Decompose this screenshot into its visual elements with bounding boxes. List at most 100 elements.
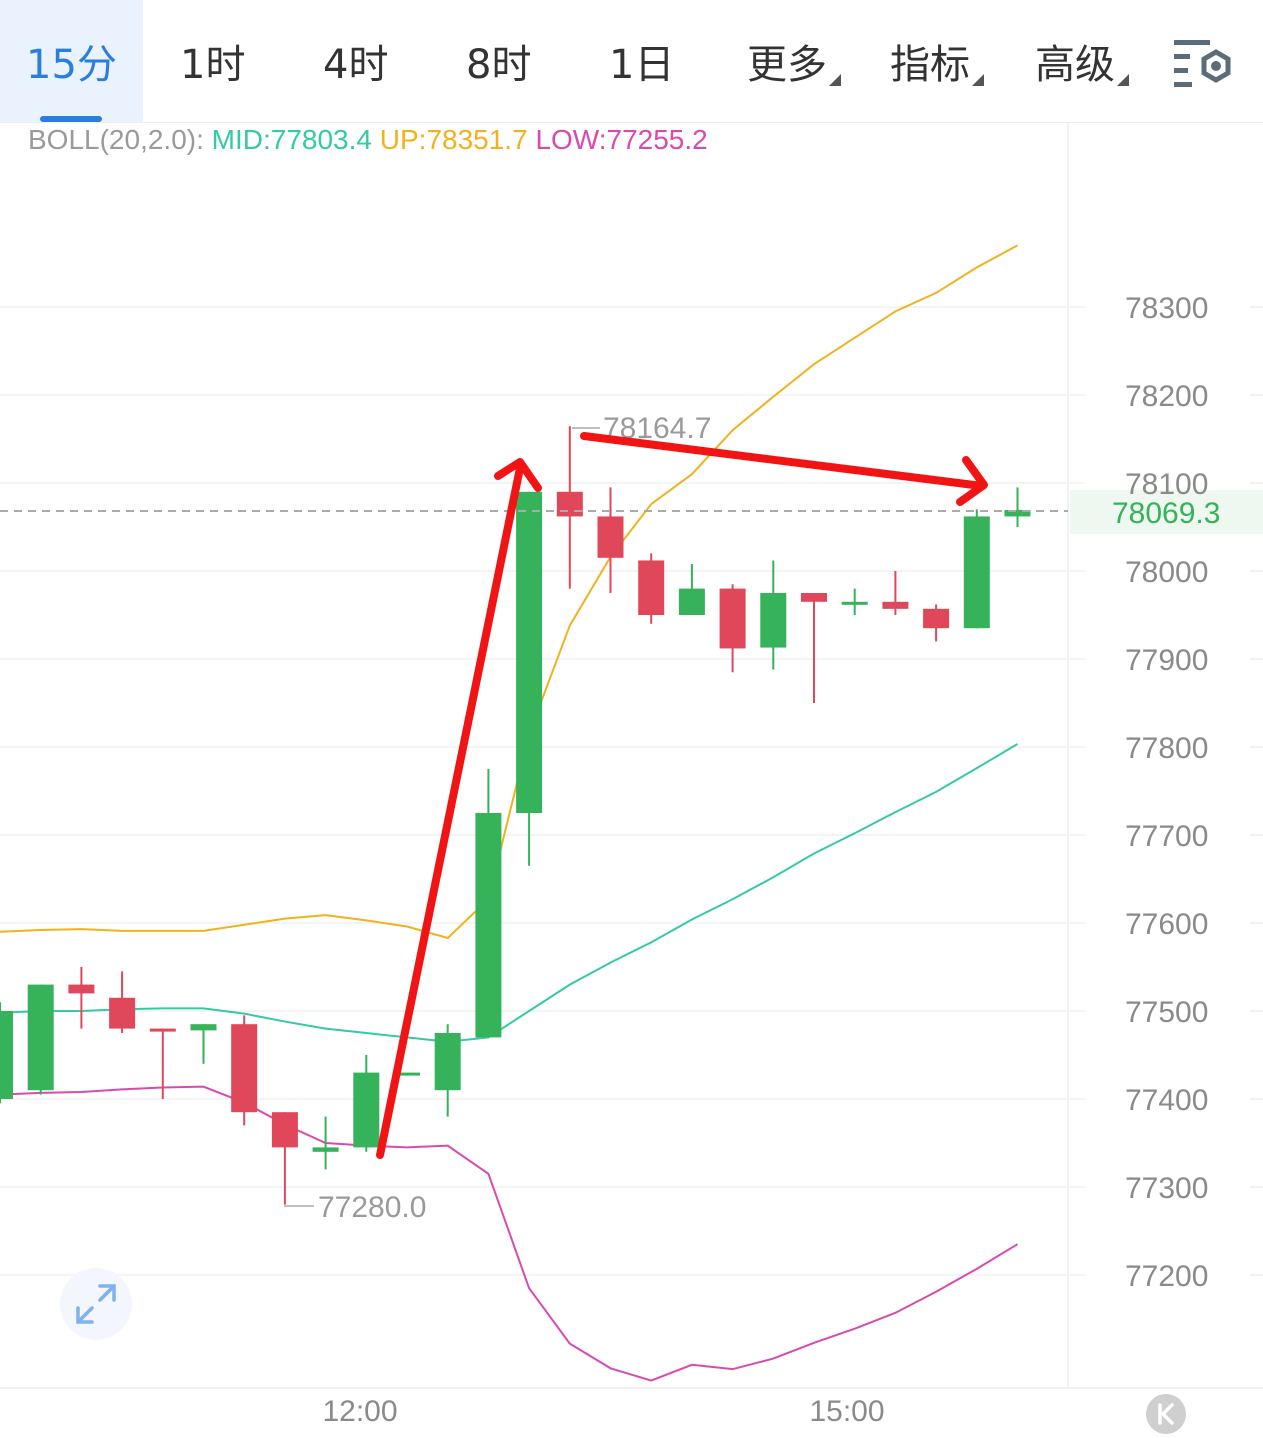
tab-advanced-dropdown[interactable]: 高级 <box>1035 0 1129 122</box>
y-tick-label: 77600 <box>1125 908 1208 941</box>
current-price-label: 78069.3 <box>1112 497 1220 530</box>
candle[interactable] <box>678 563 705 615</box>
candle[interactable] <box>190 1024 217 1064</box>
candle-body <box>1004 510 1031 517</box>
tab-label: 更多 <box>747 42 827 88</box>
candle[interactable] <box>353 1055 380 1152</box>
candle-body <box>841 601 868 605</box>
candle[interactable] <box>312 1116 339 1170</box>
y-tick-label: 77400 <box>1125 1084 1208 1117</box>
tab-15min[interactable]: 15分 <box>0 0 143 122</box>
expand-fullscreen-icon[interactable] <box>60 1268 132 1340</box>
candle-body <box>231 1024 258 1113</box>
y-tick-label: 78100 <box>1125 468 1208 501</box>
price-axis: 78300 78200 78100 78000 77900 77800 77700 77600… <box>1125 292 1208 1293</box>
candle-body <box>149 1028 176 1032</box>
active-tab-indicator <box>40 116 102 122</box>
tab-1d[interactable]: 1日 <box>609 0 674 122</box>
dropdown-triangle-icon <box>1117 74 1129 86</box>
tab-indicators-dropdown[interactable]: 指标 <box>890 0 984 122</box>
tab-1h[interactable]: 1时 <box>180 0 245 122</box>
dropdown-triangle-icon <box>829 74 841 86</box>
candle[interactable] <box>27 984 54 1095</box>
candle-body <box>719 588 746 649</box>
x-tick-label: 15:00 <box>809 1395 884 1428</box>
candle-body <box>271 1112 298 1148</box>
boll-low-value: LOW:77255.2 <box>535 124 708 155</box>
y-tick-label: 78200 <box>1125 380 1208 413</box>
low-annotation: 77280.0 <box>284 1191 426 1224</box>
candle[interactable] <box>638 553 665 624</box>
candle-body <box>801 593 827 602</box>
candle[interactable] <box>963 509 990 629</box>
candle-body <box>963 516 990 629</box>
y-tick-label: 77300 <box>1125 1172 1208 1205</box>
candle[interactable] <box>923 604 950 642</box>
candle[interactable] <box>597 487 624 593</box>
tab-label: 15分 <box>26 42 117 88</box>
candle[interactable] <box>394 1072 420 1076</box>
y-tick-label: 77500 <box>1125 996 1208 1029</box>
candle[interactable] <box>719 584 746 673</box>
candle-body <box>434 1033 461 1091</box>
candle[interactable] <box>68 967 95 1029</box>
chart-type-toggle-icon[interactable] <box>1146 1394 1186 1434</box>
candle[interactable] <box>231 1015 258 1126</box>
y-tick-label: 77700 <box>1125 820 1208 853</box>
candle-body <box>923 608 950 629</box>
candle-body <box>190 1024 217 1031</box>
x-tick-label: 12:00 <box>322 1395 397 1428</box>
candle-body <box>638 560 665 615</box>
candle-body <box>678 588 705 615</box>
candle-body <box>0 1011 13 1099</box>
tab-label: 1日 <box>609 42 675 88</box>
tab-label: 1时 <box>180 42 246 88</box>
low-price-label: 77280.0 <box>318 1191 426 1224</box>
tab-label: 指标 <box>890 42 970 88</box>
candle-body <box>516 491 543 813</box>
candle-body <box>312 1147 339 1152</box>
candle-body <box>353 1072 380 1148</box>
tab-8h[interactable]: 8时 <box>466 0 531 122</box>
boll-upper-line <box>0 244 1018 940</box>
candle[interactable] <box>475 769 502 1038</box>
y-tick-label: 77900 <box>1125 644 1208 677</box>
candle[interactable] <box>1004 487 1031 527</box>
bollinger-bands <box>0 244 1019 1382</box>
candle[interactable] <box>801 593 827 703</box>
candle[interactable] <box>841 588 868 615</box>
candle[interactable] <box>556 426 583 589</box>
candle[interactable] <box>516 491 543 866</box>
current-price-tag-bg <box>1070 490 1263 534</box>
boll-up-value: UP:78351.7 <box>379 124 528 155</box>
boll-lower-line <box>0 1085 1019 1382</box>
candle-body <box>882 601 909 609</box>
tab-4h[interactable]: 4时 <box>323 0 388 122</box>
boll-indicator-readout: BOLL(20,2.0): MID:77803.4 UP:78351.7 LOW… <box>28 124 708 156</box>
candle-body <box>68 984 95 994</box>
candle[interactable] <box>271 1112 298 1205</box>
boll-mid-line <box>0 743 1019 1043</box>
candle-body <box>27 984 54 1091</box>
candle[interactable] <box>109 971 136 1033</box>
chart-settings-icon[interactable] <box>1172 38 1234 90</box>
candle-body <box>760 593 787 648</box>
y-tick-label: 78000 <box>1125 556 1208 589</box>
boll-mid-value: MID:77803.4 <box>211 124 372 155</box>
candle[interactable] <box>760 560 787 670</box>
dropdown-triangle-icon <box>972 74 984 86</box>
candle-body <box>556 491 583 517</box>
candle[interactable] <box>882 571 909 615</box>
y-tick-label: 78300 <box>1125 292 1208 325</box>
timeframe-tab-bar: 15分 1时 4时 8时 1日 更多 指标 高级 <box>0 0 1263 123</box>
candle[interactable] <box>149 1028 176 1099</box>
tab-more-dropdown[interactable]: 更多 <box>747 0 841 122</box>
annotation-arrow-right <box>580 432 988 506</box>
y-tick-label: 77200 <box>1125 1260 1208 1293</box>
candle-body <box>109 997 136 1029</box>
annotation-arrow-up <box>376 458 542 1159</box>
candle[interactable] <box>0 1002 13 1104</box>
candle[interactable] <box>434 1024 461 1117</box>
boll-name: BOLL(20,2.0): <box>28 124 204 155</box>
